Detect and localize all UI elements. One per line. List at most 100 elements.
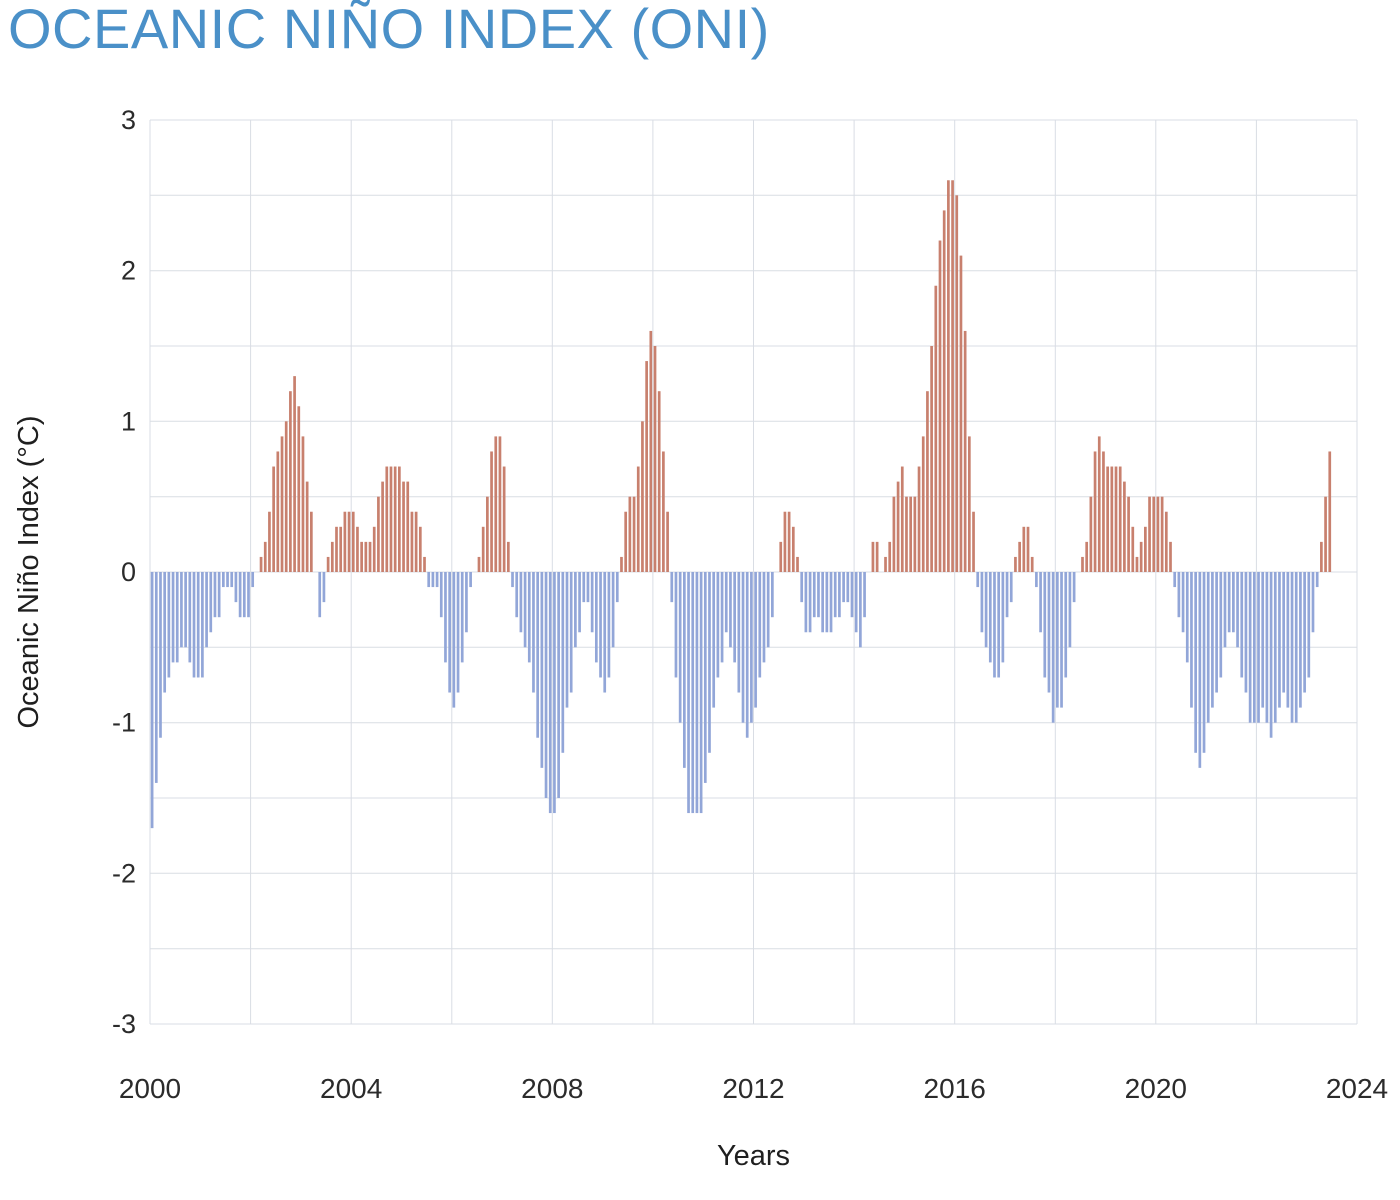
oni-bar: [553, 572, 556, 814]
oni-bar: [167, 572, 171, 678]
oni-bar: [1299, 572, 1302, 708]
oni-bar: [523, 572, 527, 648]
oni-bar: [389, 466, 393, 572]
oni-bar: [1181, 572, 1185, 633]
oni-bar: [645, 361, 648, 572]
oni-bar: [905, 496, 908, 572]
oni-bar: [444, 572, 447, 663]
oni-bar: [540, 572, 544, 768]
oni-bar: [1009, 572, 1013, 603]
oni-bar: [846, 572, 850, 603]
oni-bar: [926, 391, 929, 572]
oni-bar: [959, 255, 963, 572]
oni-bar: [351, 511, 355, 572]
x-tick-label: 2016: [924, 1073, 986, 1104]
oni-bar: [196, 572, 200, 678]
oni-bar: [653, 346, 657, 572]
oni-bar: [762, 572, 766, 663]
oni-bar: [662, 451, 665, 572]
oni-bar: [1047, 572, 1051, 693]
oni-bar: [201, 572, 204, 678]
oni-bar: [1064, 572, 1068, 678]
oni-bar: [758, 572, 762, 678]
oni-bar: [506, 541, 510, 572]
oni-bar: [947, 180, 950, 572]
oni-bar: [465, 572, 468, 633]
oni-bar: [821, 572, 824, 633]
oni-bar: [1211, 572, 1214, 708]
oni-bar: [687, 572, 690, 814]
oni-bar: [238, 572, 242, 618]
oni-bar: [234, 572, 238, 603]
oni-bar: [850, 572, 854, 618]
oni-bar: [703, 572, 707, 783]
oni-bar: [582, 572, 586, 603]
oni-bar: [263, 541, 267, 572]
oni-bar: [460, 572, 464, 663]
oni-bar: [1177, 572, 1181, 618]
oni-bar: [603, 572, 607, 693]
oni-bar: [1039, 572, 1042, 633]
oni-bar: [1164, 511, 1168, 572]
oni-bar: [297, 406, 301, 572]
oni-bar: [972, 511, 975, 572]
oni-bar: [519, 572, 523, 633]
oni-bar: [486, 496, 489, 572]
y-tick-label: 3: [121, 105, 136, 135]
oni-bar: [427, 572, 431, 588]
oni-bar: [490, 451, 493, 572]
oni-bar: [209, 572, 213, 633]
oni-bar: [1018, 541, 1021, 572]
oni-bar: [1227, 572, 1231, 633]
oni-bar: [1278, 572, 1281, 708]
oni-bar: [720, 572, 724, 663]
x-tick-label: 2020: [1125, 1073, 1187, 1104]
oni-bar: [854, 572, 858, 633]
oni-bar: [921, 436, 925, 572]
x-tick-label: 2000: [119, 1073, 181, 1104]
oni-bar: [1106, 466, 1109, 572]
oni-bar: [724, 572, 728, 633]
oni-bar: [1097, 436, 1101, 572]
oni-bar: [548, 572, 552, 814]
oni-bar: [716, 572, 720, 678]
oni-bar: [1056, 572, 1059, 708]
oni-bar: [1173, 572, 1177, 588]
oni-bar: [154, 572, 158, 783]
oni-bar: [1135, 556, 1139, 572]
oni-bar: [1223, 572, 1227, 648]
oni-bar: [599, 572, 602, 678]
y-axis-title: Oceanic Niño Index (°C): [13, 416, 45, 729]
oni-bar: [565, 572, 569, 708]
oni-bar: [1156, 496, 1160, 572]
oni-bar: [343, 511, 347, 572]
oni-bar: [1072, 572, 1076, 603]
x-axis-tick-labels: 2000 2004 2008 2012 2016 2020 2024: [119, 1073, 1388, 1104]
oni-bar: [980, 572, 984, 633]
oni-bar: [192, 572, 196, 678]
oni-bar: [385, 466, 389, 572]
oni-bar: [439, 572, 443, 618]
oni-bar: [569, 572, 573, 693]
oni-bar: [276, 451, 280, 572]
oni-bar: [1252, 572, 1256, 723]
oni-bar: [913, 496, 917, 572]
oni-bar: [557, 572, 560, 798]
oni-bar: [871, 541, 875, 572]
oni-bar: [649, 330, 653, 572]
oni-bar: [527, 572, 531, 663]
oni-bar: [1244, 572, 1248, 693]
oni-bar: [213, 572, 217, 618]
oni-bar: [737, 572, 741, 693]
oni-bar: [280, 436, 284, 572]
x-axis-title: Years: [717, 1140, 790, 1172]
oni-bar: [1190, 572, 1193, 708]
oni-bar: [833, 572, 837, 618]
oni-bar: [456, 572, 460, 693]
oni-bar: [410, 511, 414, 572]
oni-bar: [1328, 451, 1332, 572]
oni-bar: [1303, 572, 1306, 693]
oni-bar: [318, 572, 322, 618]
oni-bar: [574, 572, 577, 648]
